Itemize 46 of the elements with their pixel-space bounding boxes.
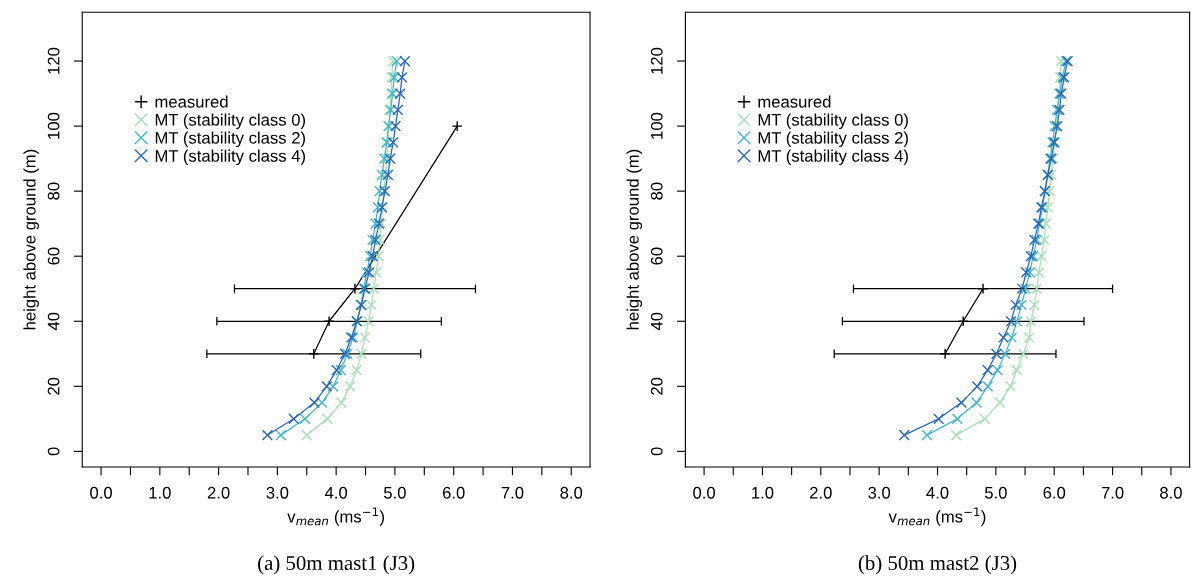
x-tick-label: 2.0	[810, 486, 832, 499]
x-tick-label: 7.0	[1101, 486, 1124, 499]
x-tick-label: 8.0	[560, 486, 583, 499]
x-tick-label: 5.0	[384, 486, 406, 499]
y-tick-label: 60	[650, 247, 663, 265]
legend-label: MT (stability class 4)	[155, 149, 306, 166]
legend-label: measured	[758, 95, 831, 108]
y-tick-label: 120	[650, 47, 663, 74]
x-tick-label: 2.0	[207, 486, 230, 499]
y-tick-label: 0	[47, 447, 60, 456]
legend-label: MT (stability class 0)	[155, 113, 306, 130]
x-tick-label: 5.0	[984, 486, 1007, 499]
legend-label: measured	[155, 95, 228, 108]
x-tick-label: 0.0	[90, 486, 112, 499]
x-tick-label: 7.0	[501, 486, 524, 499]
y-tick-label: 80	[650, 182, 663, 200]
y-tick-label: 80	[47, 182, 60, 200]
x-axis-title: v$_{mean}$ (ms$^{−1}$)	[888, 507, 986, 526]
x-tick-label: 1.0	[752, 486, 774, 499]
x-tick-label: 1.0	[149, 486, 171, 499]
y-tick-label: 20	[47, 377, 60, 395]
y-tick-label: 120	[47, 47, 60, 74]
y-tick-label: 0	[650, 447, 663, 456]
y-tick-label: 100	[47, 112, 60, 139]
text: (a) 50m mast1 (J3)	[258, 555, 415, 575]
y-axis-title: height above ground (m)	[23, 149, 39, 330]
y-tick-label: 100	[650, 112, 663, 139]
x-tick-label: 6.0	[442, 486, 465, 499]
y-axis-title: height above ground (m)	[626, 149, 643, 330]
y-tick-label: 40	[650, 312, 663, 331]
legend-label: MT (stability class 4)	[758, 149, 908, 166]
legend-label: MT (stability class 2)	[758, 131, 908, 148]
legend-label: MT (stability class 0)	[758, 113, 908, 130]
x-tick-label: 3.0	[266, 486, 289, 499]
y-tick-label: 20	[650, 377, 663, 395]
x-tick-label: 6.0	[1043, 486, 1066, 499]
x-tick-label: 8.0	[1160, 486, 1182, 499]
x-tick-label: 4.0	[926, 486, 949, 499]
x-tick-label: 4.0	[324, 486, 348, 499]
legend-label: MT (stability class 2)	[155, 131, 306, 148]
y-tick-label: 60	[47, 247, 60, 265]
x-axis-title: v$_{mean}$ (ms$^{−1}$)	[287, 507, 384, 526]
x-tick-label: 0.0	[693, 486, 716, 499]
x-tick-label: 3.0	[868, 486, 891, 499]
y-tick-label: 40	[47, 312, 60, 331]
text: (b) 50m mast2 (J3)	[858, 555, 1017, 575]
